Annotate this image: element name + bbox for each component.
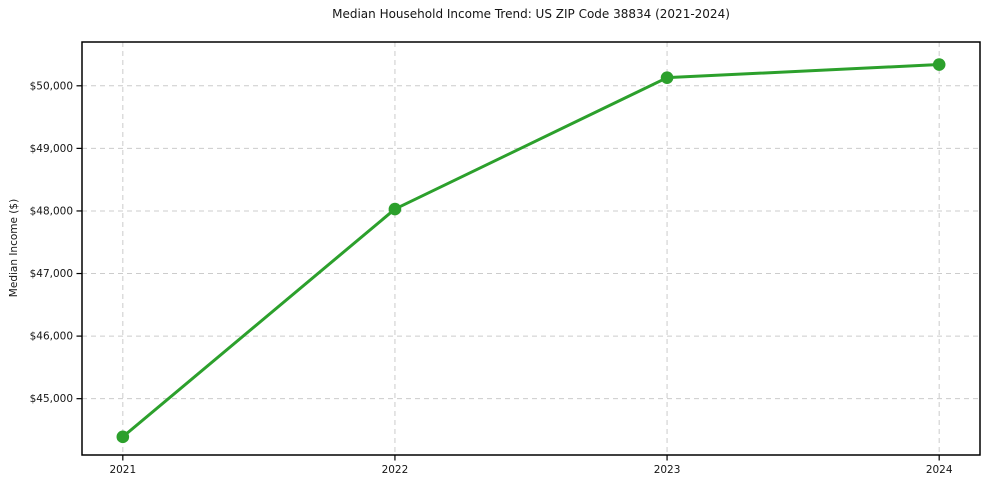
x-tick-label: 2022	[382, 464, 409, 476]
y-tick-label: $50,000	[30, 80, 73, 92]
chart-title: Median Household Income Trend: US ZIP Co…	[332, 7, 730, 21]
x-tick-label: 2021	[109, 464, 136, 476]
data-line	[121, 63, 941, 439]
y-tick-label: $45,000	[30, 393, 73, 405]
y-tick-label: $46,000	[30, 331, 73, 343]
plot-border	[81, 41, 981, 456]
x-tick-label: 2023	[654, 464, 681, 476]
data-point	[388, 202, 402, 216]
y-tick-label: $48,000	[30, 205, 73, 217]
x-tick-label: 2024	[926, 464, 953, 476]
y-tick-label: $47,000	[30, 268, 73, 280]
data-point	[932, 58, 946, 71]
data-point	[116, 430, 130, 444]
data-point	[660, 71, 674, 84]
y-tick-label: $49,000	[30, 143, 73, 155]
